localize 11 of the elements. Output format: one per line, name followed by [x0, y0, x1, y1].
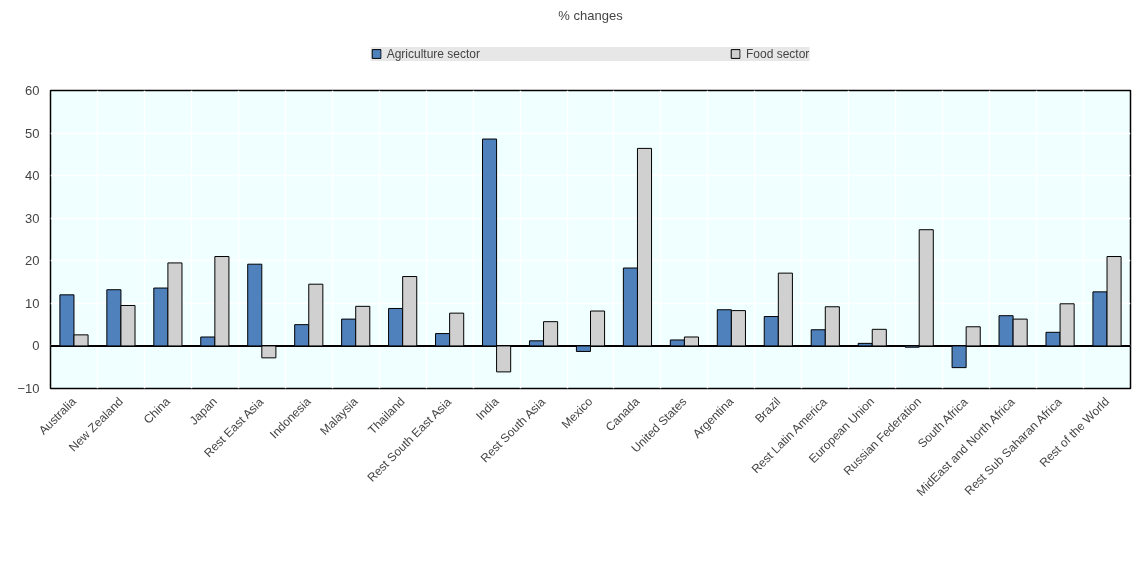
y-tick-label: 0	[32, 338, 40, 354]
chart-title: % changes	[558, 7, 624, 23]
y-tick-label: 50	[25, 125, 40, 141]
y-tick-label: 20	[25, 253, 40, 269]
y-tick-label: −10	[17, 381, 40, 396]
y-tick-label: 60	[25, 83, 40, 98]
legend-label: Food sector	[746, 46, 810, 61]
y-tick-label: 10	[25, 295, 40, 311]
y-tick-label: 30	[25, 210, 40, 226]
legend-label: Agriculture sector	[386, 46, 480, 61]
y-tick-label: 40	[25, 168, 40, 184]
